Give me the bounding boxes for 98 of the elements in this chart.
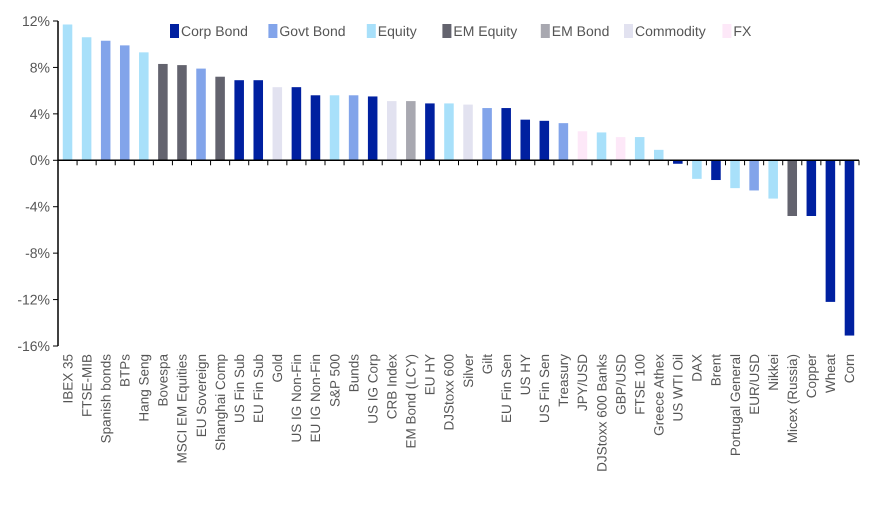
x-tick-label: Wheat <box>823 354 838 394</box>
bar <box>806 160 816 216</box>
x-tick-label: EU Sovereign <box>194 354 209 438</box>
bar <box>482 108 492 160</box>
y-tick-label: 12% <box>22 12 50 29</box>
x-tick-label: MSCI EM Equities <box>174 354 190 464</box>
bar <box>406 101 416 160</box>
x-tick-label: Portugal General <box>728 354 743 456</box>
bar <box>120 45 130 160</box>
x-tick-label: Nikkei <box>766 354 781 391</box>
x-tick-label: EUR/USD <box>746 354 762 415</box>
bar <box>634 137 644 160</box>
x-tick-label: EU Fin Sub <box>250 354 266 424</box>
bar <box>520 120 530 160</box>
x-tick-label: FTSE-MIB <box>79 354 94 417</box>
x-tick-label: GBP/USD <box>613 354 628 415</box>
x-tick-label: US WTI Oil <box>670 354 686 422</box>
y-tick-label: -4% <box>25 198 50 215</box>
bar <box>463 104 473 160</box>
x-tick-label: JPY/USD <box>575 354 590 412</box>
x-tick-label: Hang Seng <box>136 354 152 422</box>
y-tick-label: 0% <box>30 152 50 168</box>
bar <box>82 37 92 160</box>
y-tick-label: 4% <box>30 106 50 122</box>
x-tick-label: IBEX 35 <box>60 354 76 404</box>
y-tick-label: -8% <box>25 245 50 262</box>
bar <box>386 101 397 160</box>
x-tick-label: EU HY <box>422 354 438 396</box>
x-tick-label: Silver <box>460 354 476 388</box>
x-tick-label: Shanghai Comp <box>212 354 228 451</box>
bar <box>558 123 568 160</box>
bar <box>62 24 72 160</box>
x-tick-label: DJStoxx 600 Banks <box>594 354 610 472</box>
bar <box>330 95 340 160</box>
bar <box>711 160 721 180</box>
bar <box>596 132 606 160</box>
x-tick-label: US HY <box>518 354 533 396</box>
x-tick-label: Greece Athex <box>651 354 666 436</box>
bar <box>196 68 206 160</box>
x-tick-label: Corn <box>842 354 858 384</box>
x-tick-label: S&P 500 <box>327 354 342 408</box>
x-tick-label: DAX <box>690 354 705 382</box>
bar <box>654 150 664 160</box>
x-tick-label: Copper <box>804 354 820 398</box>
x-tick-label: US IG Non-Fin <box>289 354 304 443</box>
y-tick-label: -16% <box>17 338 50 354</box>
x-tick-label: Bunds <box>346 354 362 392</box>
bar <box>177 65 187 160</box>
legend-label: Equity <box>378 22 417 39</box>
bar <box>310 95 320 160</box>
bar <box>158 64 168 160</box>
bar <box>826 160 836 302</box>
bar <box>692 160 702 179</box>
x-tick-label: US Fin Sub <box>232 354 247 424</box>
bar <box>368 96 378 160</box>
x-tick-label: EU IG Non-Fin <box>308 354 324 443</box>
bar <box>234 80 244 160</box>
y-tick-label: -12% <box>17 291 50 308</box>
x-tick-label: FTSE 100 <box>632 354 648 415</box>
x-tick-label: EU Fin Sen <box>498 354 514 424</box>
bar <box>730 160 740 188</box>
legend-label: EM Bond <box>552 22 610 39</box>
legend-label: EM Equity <box>453 22 518 39</box>
bar <box>425 103 435 160</box>
x-tick-label: US IG Corp <box>365 354 380 424</box>
bar <box>578 131 588 160</box>
x-tick-label: Micex (Russia) <box>784 354 800 444</box>
bar <box>844 160 854 336</box>
x-tick-label: CRB Index <box>384 354 400 420</box>
bar <box>787 160 798 216</box>
x-tick-label: Gilt <box>480 354 495 374</box>
bar <box>253 80 264 160</box>
bar <box>768 160 778 199</box>
legend-label: Govt Bond <box>279 22 346 39</box>
bar <box>139 52 149 160</box>
legend-label: Commodity <box>635 22 706 39</box>
bar <box>749 160 759 190</box>
x-tick-label: US Fin Sen <box>537 354 552 424</box>
x-tick-label: Brent <box>708 354 724 386</box>
x-tick-label: EM Bond (LCY) <box>404 354 419 449</box>
bar <box>501 108 511 160</box>
bar <box>292 87 302 160</box>
bar <box>215 76 225 160</box>
bar <box>272 87 282 160</box>
legend-label: Corp Bond <box>181 22 248 39</box>
x-tick-label: Gold <box>270 354 286 383</box>
x-tick-label: BTPs <box>117 354 132 388</box>
x-tick-label: Spanish bonds <box>98 354 114 444</box>
bar <box>616 137 626 160</box>
x-tick-label: Treasury <box>556 354 572 407</box>
x-tick-label: Bovespa <box>156 354 171 407</box>
bar <box>540 120 550 160</box>
bar <box>100 40 110 160</box>
bar <box>444 103 454 160</box>
x-tick-label: DJStoxx 600 <box>442 354 457 431</box>
y-tick-label: 8% <box>30 59 50 76</box>
bar <box>348 95 358 160</box>
legend-label: FX <box>733 22 752 39</box>
